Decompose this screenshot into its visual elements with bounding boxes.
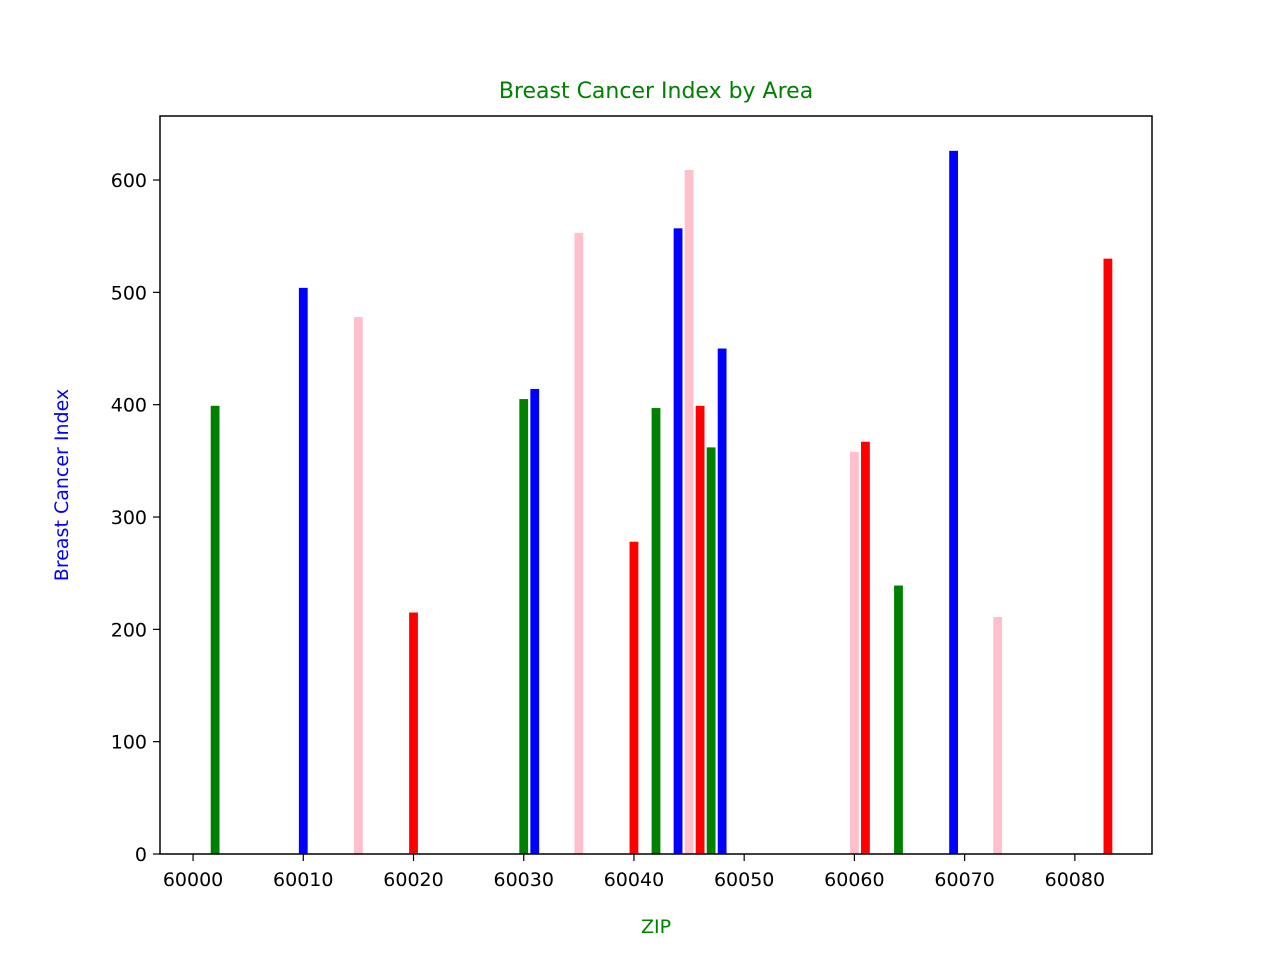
- y-tick-label: 500: [111, 282, 147, 304]
- x-tick-label: 60060: [824, 869, 884, 891]
- x-axis-label: ZIP: [641, 916, 671, 938]
- x-tick-label: 60070: [934, 869, 994, 891]
- x-tick-label: 60020: [383, 869, 443, 891]
- bar-60048: [717, 348, 727, 854]
- bar-60069: [949, 150, 958, 855]
- bar-60035: [574, 232, 584, 855]
- bar-60083: [1103, 258, 1113, 854]
- bar-60020: [409, 612, 418, 854]
- bar-60047: [706, 447, 716, 854]
- bar-60045: [684, 169, 694, 855]
- x-tick-label: 60050: [714, 869, 774, 891]
- x-tick-label: 60030: [494, 869, 554, 891]
- bar-60030: [519, 399, 529, 854]
- bar-60042: [651, 408, 661, 854]
- y-tick-label: 0: [135, 844, 147, 866]
- y-tick-label: 100: [111, 732, 147, 754]
- y-tick-label: 300: [111, 507, 147, 529]
- bar-60040: [629, 541, 639, 854]
- y-tick-label: 600: [111, 170, 147, 192]
- bar-60002: [210, 405, 220, 854]
- bars-layer: [210, 150, 1113, 855]
- x-tick-label: 60000: [163, 869, 223, 891]
- x-axis-ticks: 60000 60010 60020 60030 60040 60050 60060 60070…: [163, 854, 1105, 891]
- chart-title: Breast Cancer Index by Area: [499, 79, 813, 104]
- y-axis-ticks: 0 100 200 300 400 500 600: [111, 170, 160, 866]
- y-axis-label: Breast Cancer Index: [51, 389, 73, 581]
- x-tick-label: 60040: [604, 869, 664, 891]
- bar-60046: [695, 405, 705, 854]
- bar-60073: [993, 616, 1003, 854]
- x-tick-label: 60010: [273, 869, 333, 891]
- bar-60031: [530, 388, 540, 854]
- bar-60044: [673, 228, 683, 855]
- bar-60061: [861, 441, 870, 854]
- bar-60060: [850, 451, 859, 854]
- y-tick-label: 400: [111, 395, 147, 417]
- bar-60015: [354, 317, 363, 854]
- plot-area-frame: [159, 115, 1153, 855]
- bar-60010: [298, 287, 308, 854]
- bar-60064: [894, 585, 903, 854]
- x-tick-label: 60080: [1045, 869, 1105, 891]
- y-tick-label: 200: [111, 619, 147, 641]
